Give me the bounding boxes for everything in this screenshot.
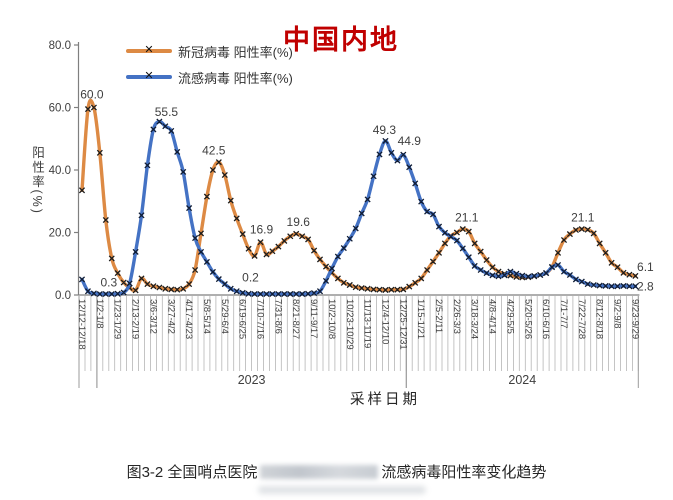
svg-text:2.8: 2.8 [637, 279, 654, 293]
svg-text:55.5: 55.5 [155, 105, 179, 119]
legend-label-covid: 新冠病毒 阳性率(%) [178, 44, 293, 60]
svg-text:0.2: 0.2 [242, 271, 259, 285]
svg-text:5/8-5/14: 5/8-5/14 [201, 299, 212, 334]
svg-text:2/26-3/3: 2/26-3/3 [451, 299, 462, 334]
svg-text:44.9: 44.9 [398, 134, 422, 148]
svg-text:5/29-6/4: 5/29-6/4 [219, 299, 230, 334]
caption-prefix: 图3-2 全国哨点医院 [126, 464, 258, 481]
svg-text:7/22-7/28: 7/22-7/28 [576, 299, 587, 339]
y-axis-ticks: 0.0 20.0 40.0 60.0 80.0 [49, 40, 79, 302]
svg-text:0.0: 0.0 [55, 290, 71, 302]
svg-text:12/4-12/10: 12/4-12/10 [379, 299, 390, 344]
caption-smudge [258, 486, 426, 494]
svg-text:7/31-8/6: 7/31-8/6 [272, 299, 283, 334]
svg-text:4/17-4/23: 4/17-4/23 [183, 299, 194, 339]
svg-text:2023: 2023 [238, 373, 266, 387]
svg-text:6.1: 6.1 [637, 260, 654, 274]
x-tick-comb [78, 296, 639, 371]
series-line-1 [78, 118, 639, 298]
svg-text:49.3: 49.3 [373, 123, 397, 137]
year-separators [78, 296, 639, 388]
legend-label-flu: 流感病毒 阳性率(%) [178, 70, 293, 86]
caption-suffix: 流感病毒阳性率变化趋势 [381, 464, 547, 481]
year-labels: 2023 2024 [238, 373, 537, 387]
svg-text:80.0: 80.0 [49, 40, 71, 52]
svg-text:2024: 2024 [508, 373, 536, 387]
figure-caption: 图3-2 全国哨点医院 流感病毒阳性率变化趋势 [0, 461, 673, 482]
value-callouts: 60.0 0.3 55.5 42.5 16.9 19.6 0.2 49.344.9 21.1 21… [80, 88, 654, 294]
svg-text:21.1: 21.1 [571, 210, 595, 224]
svg-text:6/10-6/16: 6/10-6/16 [540, 299, 551, 339]
svg-text:60.0: 60.0 [80, 88, 104, 102]
svg-text:6/19-6/25: 6/19-6/25 [237, 299, 248, 339]
svg-text:12/25-12/31: 12/25-12/31 [397, 299, 408, 350]
svg-text:2/5-2/11: 2/5-2/11 [433, 299, 444, 333]
x-axis-tick-labels: 12/12-12/18 1/2-1/8 1/23-1/29 2/13-2/19 3/6-… [76, 299, 640, 350]
svg-text:3/18-3/24: 3/18-3/24 [469, 299, 480, 339]
line-chart: 2023 2024 0.0 20.0 40.0 60.0 80.0 12/12-12/18 1/… [49, 40, 654, 388]
svg-text:4/29-5/5: 4/29-5/5 [504, 299, 515, 334]
svg-text:4/8-4/14: 4/8-4/14 [487, 299, 498, 334]
svg-text:1/2-1/8: 1/2-1/8 [94, 299, 105, 329]
svg-text:0.3: 0.3 [100, 275, 117, 289]
svg-text:10/23-10/29: 10/23-10/29 [344, 299, 355, 350]
svg-text:3/6-3/12: 3/6-3/12 [147, 299, 158, 334]
svg-text:7/10-7/16: 7/10-7/16 [255, 299, 266, 339]
svg-text:1/23-1/29: 1/23-1/29 [112, 299, 123, 339]
svg-text:7/1-7/7: 7/1-7/7 [558, 299, 569, 329]
svg-text:60.0: 60.0 [49, 103, 71, 115]
legend-item-covid: ✕ 新冠病毒 阳性率(%) [126, 38, 293, 64]
svg-text:9/2-9/8: 9/2-9/8 [612, 299, 623, 329]
svg-text:9/11-9/17: 9/11-9/17 [308, 299, 319, 338]
covid-line-swatch-icon: ✕ [126, 45, 172, 56]
svg-text:11/13-11/19: 11/13-11/19 [362, 299, 373, 348]
svg-text:10/2-10/8: 10/2-10/8 [326, 299, 337, 339]
svg-text:21.1: 21.1 [455, 210, 479, 224]
svg-text:2/13-2/19: 2/13-2/19 [130, 299, 141, 339]
svg-text:3/27-4/2: 3/27-4/2 [165, 299, 176, 334]
caption-redacted-blur [260, 465, 379, 479]
svg-text:1/15-1/21: 1/15-1/21 [415, 299, 426, 339]
svg-text:12/12-12/18: 12/12-12/18 [76, 299, 87, 350]
y-axis-title: 阳性率(%) [30, 146, 44, 215]
chart-title: 中国内地 [283, 25, 399, 55]
x-marker-icon: ✕ [144, 44, 154, 57]
svg-text:5/20-5/26: 5/20-5/26 [522, 299, 533, 339]
x-axis-title: 采样日期 [350, 392, 420, 408]
svg-text:9/23-9/29: 9/23-9/29 [629, 299, 640, 339]
x-marker-icon: ✕ [144, 70, 154, 83]
flu-line-swatch-icon: ✕ [126, 71, 172, 82]
svg-text:42.5: 42.5 [202, 143, 226, 157]
axes [77, 42, 640, 296]
legend: ✕ 新冠病毒 阳性率(%) ✕ 流感病毒 阳性率(%) [126, 38, 293, 90]
legend-item-flu: ✕ 流感病毒 阳性率(%) [126, 64, 293, 90]
svg-text:8/12-8/18: 8/12-8/18 [594, 299, 605, 339]
svg-text:16.9: 16.9 [250, 222, 274, 236]
svg-text:20.0: 20.0 [49, 228, 71, 240]
svg-text:40.0: 40.0 [49, 165, 71, 177]
svg-text:8/21-8/27: 8/21-8/27 [290, 299, 301, 339]
svg-text:19.6: 19.6 [287, 215, 311, 229]
